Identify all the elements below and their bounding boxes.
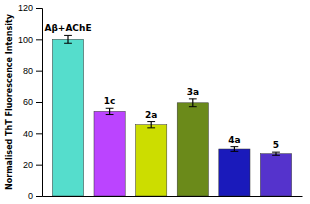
y-axis: 0 20 40 60 80 100 120 bbox=[18, 3, 43, 201]
y-tick-label: 100 bbox=[18, 35, 33, 45]
error-bar-stem bbox=[234, 147, 235, 152]
y-tick-label: 40 bbox=[23, 129, 33, 139]
plot: 0 20 40 60 80 100 120 Normalised ThT Fluorescen… bbox=[5, 3, 303, 201]
bar bbox=[177, 103, 208, 196]
bar-annotation: 3a bbox=[187, 87, 199, 97]
y-tick-mark bbox=[36, 196, 42, 197]
error-bar-cap bbox=[231, 151, 239, 152]
chart: 0 20 40 60 80 100 120 Normalised ThT Fluorescen… bbox=[0, 0, 310, 204]
y-tick-label: 60 bbox=[23, 97, 33, 107]
y-axis-title: Normalised ThT Fluorescence Intensity bbox=[5, 13, 14, 190]
bar-annotation: 2a bbox=[145, 110, 157, 120]
y-tick: 100 bbox=[18, 35, 42, 45]
error-bar-cap bbox=[147, 121, 155, 122]
bar bbox=[219, 149, 250, 196]
error-bar-stem bbox=[67, 35, 68, 43]
bar-annotation: 4a bbox=[228, 135, 240, 145]
y-tick-label: 20 bbox=[23, 160, 33, 170]
error-bar bbox=[147, 122, 155, 128]
y-axis-line bbox=[36, 9, 43, 197]
error-bar-cap bbox=[106, 114, 114, 115]
error-bar-cap bbox=[189, 98, 197, 99]
y-tick-mark bbox=[36, 39, 42, 40]
error-bar bbox=[106, 108, 114, 114]
x-axis bbox=[43, 196, 303, 197]
error-bar-stem bbox=[109, 108, 110, 114]
bar-annotation: Aβ+AChE bbox=[44, 23, 91, 33]
y-tick-label: 0 bbox=[28, 191, 33, 201]
error-bar bbox=[64, 35, 72, 43]
bar bbox=[136, 125, 167, 196]
error-bar-cap bbox=[189, 106, 197, 107]
y-tick-mark bbox=[36, 71, 42, 72]
bar-annotation: 1c bbox=[104, 96, 116, 106]
y-tick-mark bbox=[36, 8, 42, 9]
error-bar bbox=[272, 152, 280, 155]
bar-annotation: 5 bbox=[273, 140, 279, 150]
y-tick-mark bbox=[36, 102, 42, 103]
error-bar-cap bbox=[272, 155, 280, 156]
annotations: Aβ+AChE 1c 2a 3a 4a 5 bbox=[44, 23, 279, 150]
y-tick-mark bbox=[36, 165, 42, 166]
y-tick: 20 bbox=[23, 160, 42, 170]
error-bar bbox=[231, 147, 239, 152]
y-tick: 60 bbox=[23, 97, 42, 107]
y-tick-mark bbox=[36, 133, 42, 134]
y-tick: 40 bbox=[23, 129, 42, 139]
error-bar-cap bbox=[231, 146, 239, 147]
error-bar-stem bbox=[192, 99, 193, 107]
y-tick-label: 120 bbox=[18, 3, 33, 13]
error-bar-stem bbox=[151, 122, 152, 128]
bar bbox=[260, 154, 291, 196]
x-axis-line bbox=[43, 196, 303, 197]
y-tick: 120 bbox=[18, 3, 42, 13]
error-bar-cap bbox=[106, 108, 114, 109]
marks bbox=[52, 35, 291, 196]
error-bar-cap bbox=[147, 127, 155, 128]
error-bar-cap bbox=[64, 43, 72, 44]
error-bar-cap bbox=[272, 152, 280, 153]
y-tick-label: 80 bbox=[23, 66, 33, 76]
y-tick: 80 bbox=[23, 66, 42, 76]
error-bar bbox=[189, 99, 197, 107]
bar bbox=[94, 111, 125, 196]
error-bar-cap bbox=[64, 35, 72, 36]
y-tick: 0 bbox=[28, 191, 42, 201]
bar bbox=[52, 39, 83, 196]
